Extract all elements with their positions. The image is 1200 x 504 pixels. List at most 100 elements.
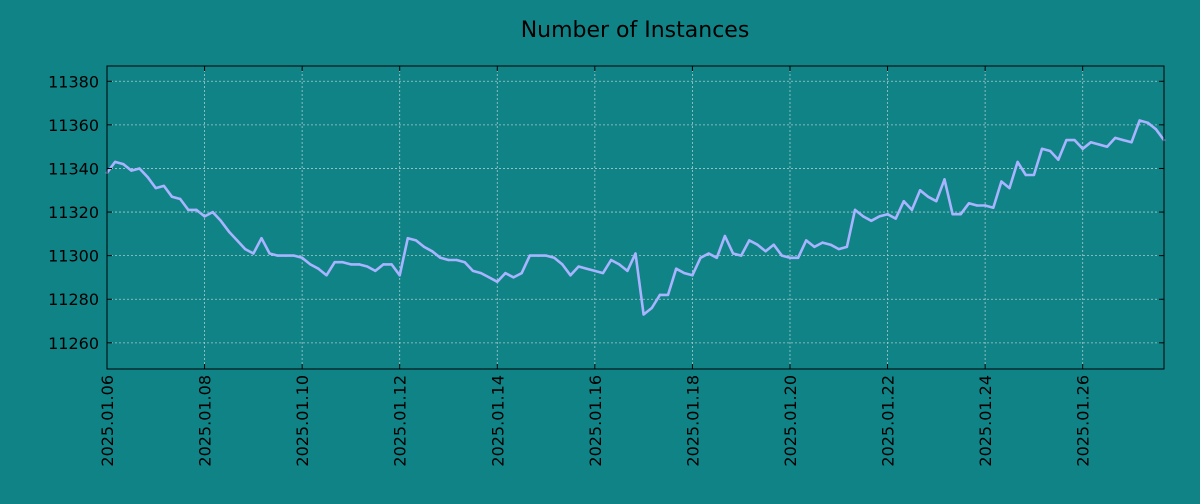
data-point	[187, 208, 190, 212]
data-point	[853, 208, 857, 212]
data-point	[642, 313, 645, 316]
data-point	[935, 199, 938, 203]
x-tick-label: 2025.01.16	[586, 375, 605, 467]
data-point	[1024, 173, 1027, 177]
x-tick-label: 2025.01.08	[196, 375, 215, 467]
data-point	[902, 199, 906, 203]
data-point	[1073, 138, 1076, 142]
y-tick-label: 11260	[48, 334, 99, 353]
data-point	[796, 256, 800, 260]
y-tick-label: 11340	[48, 159, 99, 178]
data-point	[1146, 121, 1149, 124]
data-point	[1122, 138, 1125, 142]
data-point	[211, 210, 214, 214]
data-point	[837, 247, 840, 251]
data-point	[805, 239, 808, 242]
data-point	[918, 189, 922, 192]
data-point	[276, 254, 279, 257]
data-point	[552, 256, 556, 260]
data-point	[748, 239, 751, 242]
data-point	[406, 237, 410, 240]
data-point	[520, 271, 523, 275]
data-point	[715, 256, 719, 260]
data-point	[130, 169, 133, 172]
data-point	[699, 256, 702, 260]
data-point	[601, 271, 605, 275]
data-point	[959, 213, 962, 216]
y-tick-label: 11320	[48, 203, 99, 222]
data-point	[439, 256, 442, 260]
data-point	[414, 239, 418, 242]
data-point	[650, 306, 653, 310]
data-point	[723, 234, 727, 238]
data-point	[113, 160, 117, 164]
data-point	[666, 293, 670, 297]
data-point	[349, 263, 353, 266]
y-tick-label: 11280	[48, 290, 99, 309]
data-point	[845, 245, 849, 249]
data-point	[268, 252, 271, 255]
data-point	[447, 258, 450, 262]
x-tick-label: 2025.01.06	[98, 375, 117, 467]
data-point	[1040, 147, 1044, 151]
data-point	[577, 265, 580, 268]
x-tick-label: 2025.01.24	[976, 375, 995, 467]
data-point	[707, 252, 710, 255]
data-point	[512, 276, 515, 279]
data-point	[333, 260, 336, 264]
data-point	[691, 274, 694, 277]
plot-frame	[106, 65, 1165, 370]
data-point	[244, 247, 247, 251]
data-point	[731, 252, 735, 255]
data-point	[341, 260, 344, 264]
data-point	[382, 263, 385, 266]
data-point	[634, 252, 637, 255]
data-point	[983, 204, 987, 207]
data-point	[309, 263, 312, 266]
data-point	[1065, 138, 1068, 142]
data-point	[504, 271, 507, 275]
data-point	[227, 230, 231, 233]
data-point	[585, 267, 588, 270]
data-point	[951, 213, 954, 216]
x-tick-label: 2025.01.26	[1074, 375, 1093, 467]
data-point	[146, 175, 149, 179]
data-point	[870, 219, 873, 222]
data-point	[284, 254, 288, 257]
data-point	[455, 258, 458, 262]
data-points	[105, 119, 1166, 316]
data-point	[967, 202, 971, 205]
data-point	[1032, 173, 1036, 177]
data-point	[886, 213, 889, 216]
data-point	[1057, 158, 1060, 161]
x-tick-label: 2025.01.18	[683, 375, 702, 467]
data-point	[544, 254, 548, 257]
x-tick-label: 2025.01.14	[488, 375, 507, 467]
data-point	[1138, 119, 1141, 122]
data-point	[609, 258, 613, 262]
data-point	[992, 206, 995, 209]
data-point	[1105, 145, 1109, 148]
data-point	[626, 269, 629, 273]
data-point	[463, 260, 466, 264]
data-point	[317, 267, 320, 270]
data-point	[772, 243, 775, 246]
data-point	[300, 256, 304, 260]
data-point	[162, 184, 166, 188]
data-point	[927, 195, 930, 198]
data-point	[178, 197, 182, 201]
data-point	[740, 254, 743, 257]
data-point	[1097, 143, 1101, 146]
data-point	[390, 263, 393, 266]
data-point	[487, 276, 491, 279]
data-point	[260, 237, 263, 240]
y-tick-label: 11380	[48, 72, 99, 91]
data-point	[813, 245, 816, 249]
data-point	[821, 241, 824, 244]
data-point	[674, 267, 678, 270]
x-tick-label: 2025.01.20	[781, 375, 800, 467]
data-point	[829, 243, 832, 246]
data-point	[138, 167, 141, 170]
